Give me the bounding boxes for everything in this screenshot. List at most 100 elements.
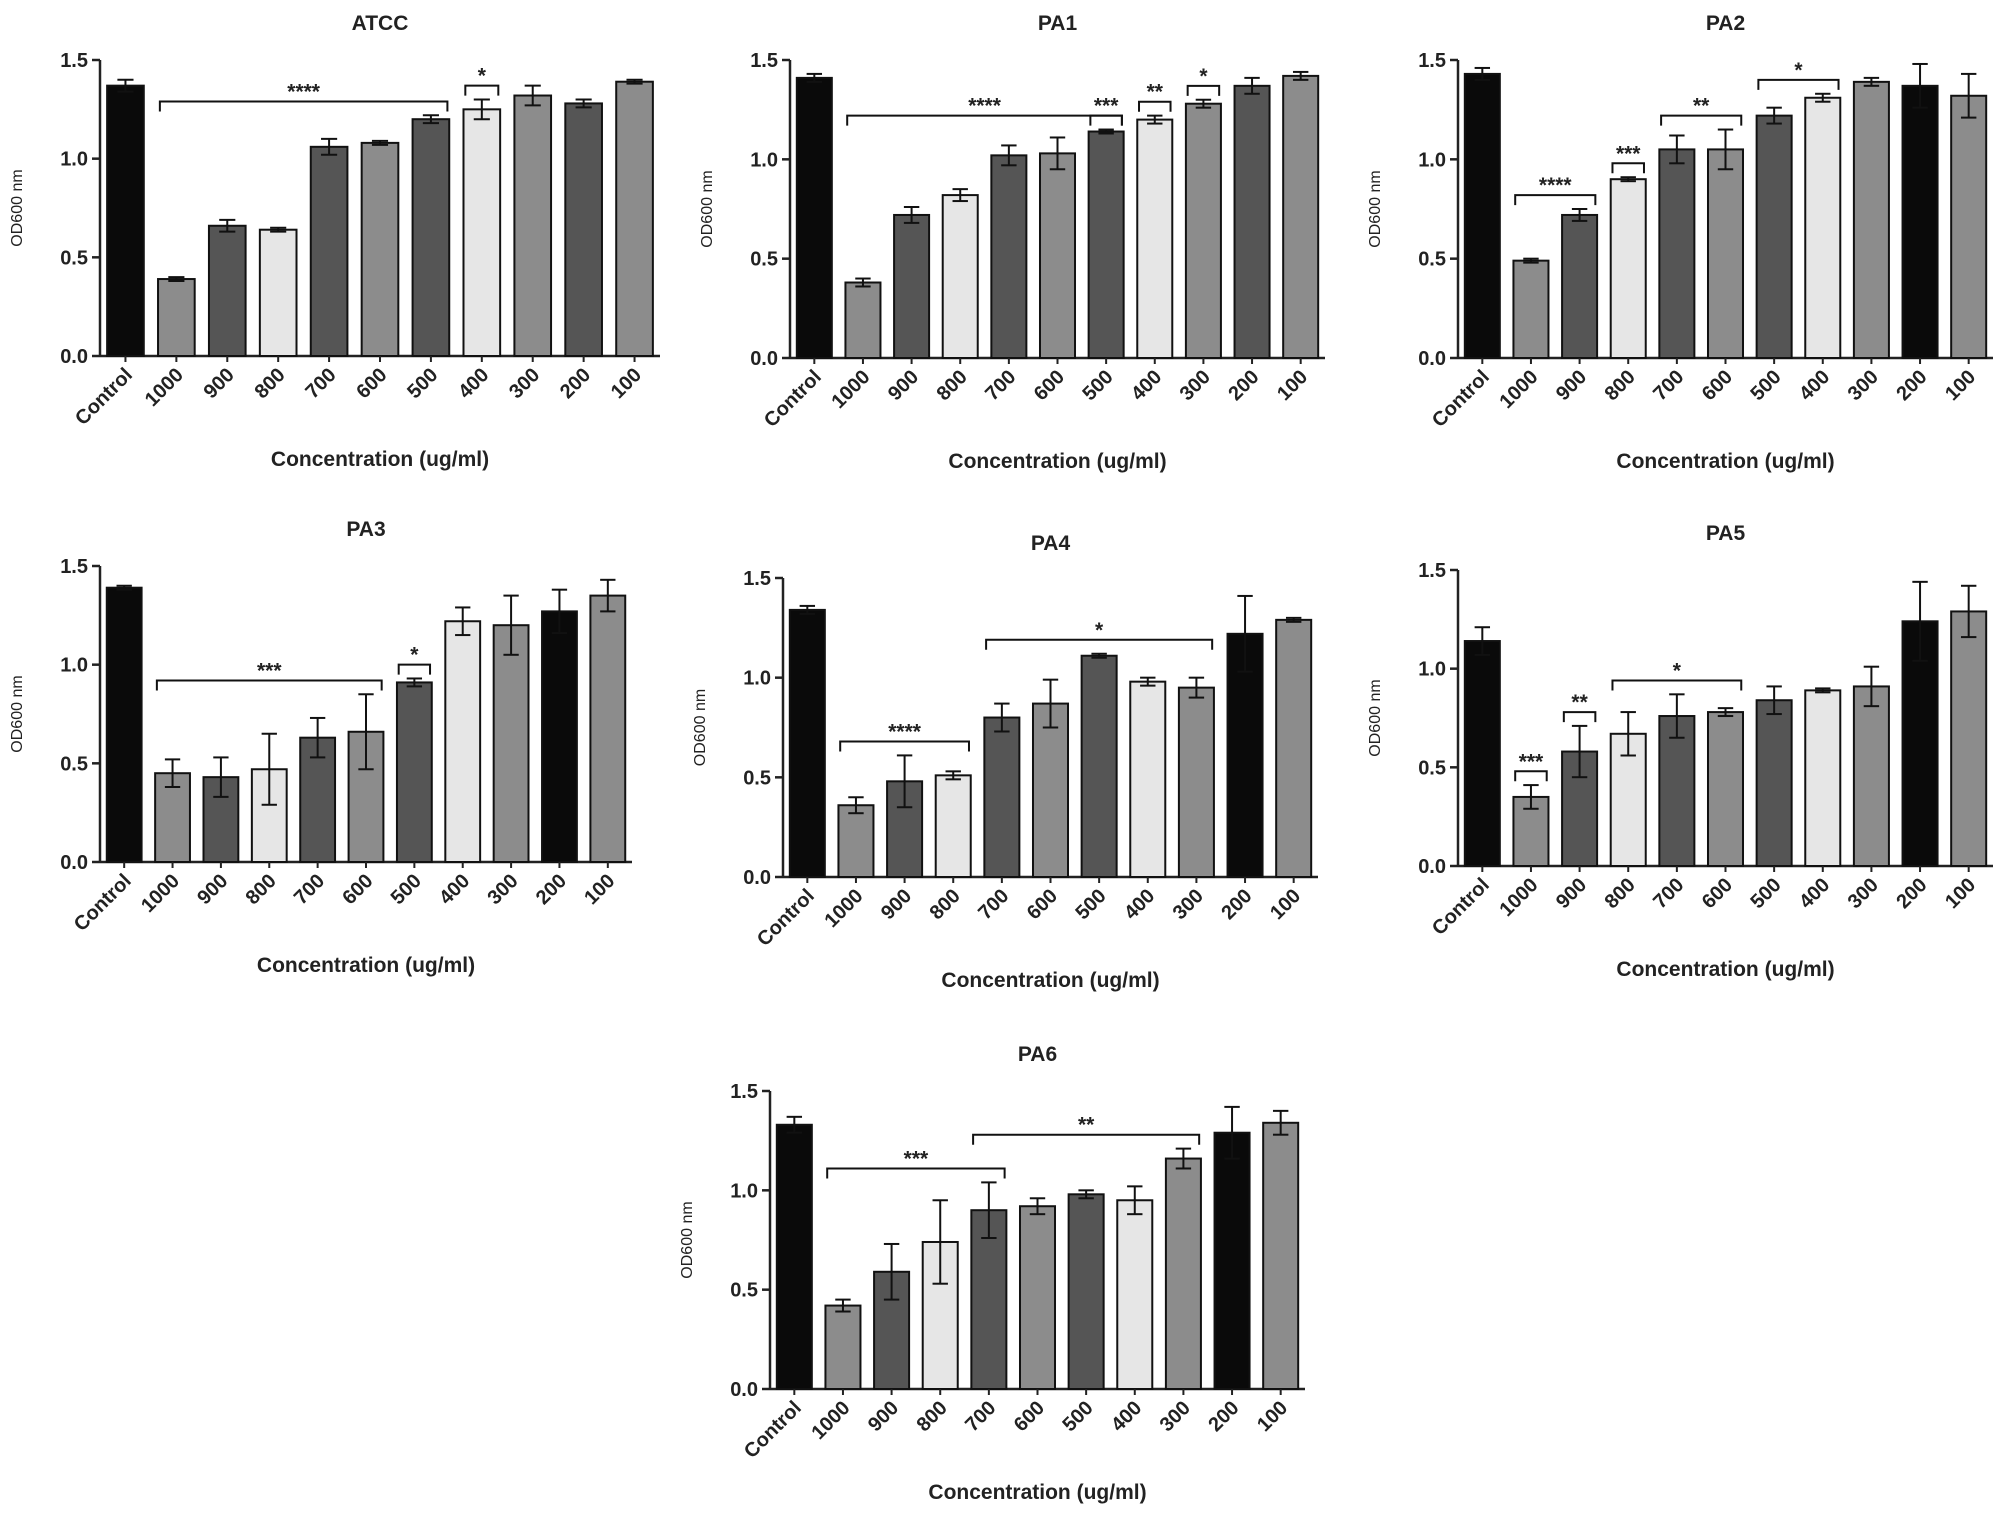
- y-tick-label: 1.0: [60, 655, 88, 677]
- category-label: 800: [933, 366, 972, 405]
- category-label: 400: [435, 870, 474, 909]
- category-label: 700: [301, 364, 340, 403]
- bar-400: [444, 620, 482, 864]
- bar-400: [462, 108, 502, 358]
- significance-label: ****: [1539, 174, 1573, 197]
- category-label: Control: [753, 885, 819, 951]
- significance-bracket: [397, 663, 432, 675]
- bar-1000: [1512, 259, 1550, 359]
- category-label: 500: [387, 870, 426, 909]
- y-tick-label: 0.5: [750, 249, 778, 271]
- bar-400: [1804, 689, 1842, 868]
- chart-pa6: PA6 0.0 0.5 1.0 1.5 OD600 nm Control 1000 900 800…: [679, 1043, 1305, 1504]
- category-label: 900: [193, 870, 232, 909]
- bar-control: [106, 84, 145, 358]
- bar-200: [1901, 84, 1939, 360]
- bar-control: [1463, 640, 1501, 867]
- category-label: 200: [1224, 366, 1263, 405]
- category-label: 600: [1010, 1397, 1049, 1436]
- bar-300: [1164, 1157, 1202, 1390]
- bar-1000: [844, 281, 882, 359]
- category-label: 200: [1892, 366, 1931, 405]
- y-tick-label: 1.5: [750, 50, 778, 72]
- bar-300: [1852, 685, 1890, 868]
- bar-900: [1561, 750, 1599, 868]
- bar-300: [513, 94, 553, 358]
- category-label: 100: [1941, 874, 1980, 913]
- significance-bracket: [985, 638, 1214, 650]
- bar-100: [1950, 610, 1988, 867]
- category-label: 900: [200, 364, 239, 403]
- bar-500: [411, 118, 451, 357]
- bar-100: [1262, 1121, 1300, 1390]
- significance-bracket: [1138, 100, 1172, 112]
- y-tick-label: 0.0: [750, 348, 778, 370]
- category-label: 300: [1844, 874, 1883, 913]
- y-tick-label: 1.5: [1418, 50, 1446, 72]
- bar-700: [990, 154, 1028, 359]
- category-label: 800: [251, 364, 290, 403]
- bar-800: [258, 228, 298, 357]
- category-label: 400: [1795, 874, 1834, 913]
- bar-100: [1275, 618, 1313, 878]
- bar-300: [1177, 686, 1215, 879]
- category-label: 700: [981, 366, 1020, 405]
- bar-300: [492, 624, 530, 864]
- y-tick-label: 1.0: [730, 1180, 758, 1202]
- significance-bracket: [1514, 770, 1548, 782]
- category-label: Control: [740, 1397, 806, 1463]
- significance-bracket: [1186, 84, 1221, 96]
- bar-900: [207, 224, 247, 357]
- y-axis-label: OD600 nm: [679, 1201, 696, 1278]
- bar-control: [788, 608, 826, 878]
- category-label: 400: [1107, 1397, 1146, 1436]
- category-label: Control: [1428, 874, 1494, 940]
- significance-bracket: [1757, 78, 1840, 90]
- bar-500: [1755, 699, 1793, 867]
- significance-label: ****: [968, 95, 1002, 118]
- category-label: 900: [877, 885, 916, 924]
- y-tick-label: 0.5: [60, 753, 88, 775]
- category-label: 100: [580, 870, 619, 909]
- category-label: 300: [1169, 885, 1208, 924]
- category-label: 1000: [1495, 366, 1542, 413]
- significance-bracket: [826, 1167, 1006, 1179]
- category-label: 700: [290, 870, 329, 909]
- category-label: 400: [454, 364, 493, 403]
- x-axis-label: Concentration (ug/ml): [257, 954, 475, 977]
- chart-pa5: PA5 0.0 0.5 1.0 1.5 OD600 nm Control 1000 900 800…: [1367, 522, 1993, 981]
- bar-1000: [157, 278, 196, 358]
- category-label: 100: [1273, 366, 1312, 405]
- y-axis-label: OD600 nm: [699, 170, 716, 247]
- significance-bracket: [1089, 114, 1123, 126]
- y-tick-label: 0.5: [60, 247, 88, 269]
- category-label: 600: [338, 870, 377, 909]
- y-tick-label: 1.5: [1418, 560, 1446, 582]
- bar-600: [1706, 148, 1745, 359]
- bar-500: [1080, 654, 1118, 878]
- significance-label: **: [1147, 81, 1164, 104]
- category-label: 200: [532, 870, 571, 909]
- significance-label: **: [1693, 95, 1710, 118]
- category-label: 500: [1747, 366, 1786, 405]
- y-tick-label: 0.0: [743, 867, 771, 889]
- category-label: 600: [1698, 874, 1737, 913]
- bar-600: [1018, 1205, 1057, 1391]
- significance-label: ****: [888, 720, 922, 743]
- bar-600: [1031, 702, 1070, 879]
- significance-label: *: [1095, 619, 1104, 642]
- significance-label: *: [478, 65, 487, 88]
- category-label: 300: [1176, 366, 1215, 405]
- y-tick-label: 1.5: [60, 556, 88, 578]
- chart-title: PA4: [1031, 532, 1071, 555]
- significance-label: ***: [904, 1147, 929, 1170]
- y-tick-label: 0.5: [1418, 757, 1446, 779]
- x-axis-label: Concentration (ug/ml): [1616, 450, 1834, 473]
- category-label: 600: [1698, 366, 1737, 405]
- x-axis-label: Concentration (ug/ml): [1616, 958, 1834, 981]
- y-tick-label: 0.0: [1418, 348, 1446, 370]
- significance-label: ***: [257, 659, 282, 682]
- significance-bracket: [464, 84, 500, 96]
- y-tick-label: 1.0: [60, 149, 88, 171]
